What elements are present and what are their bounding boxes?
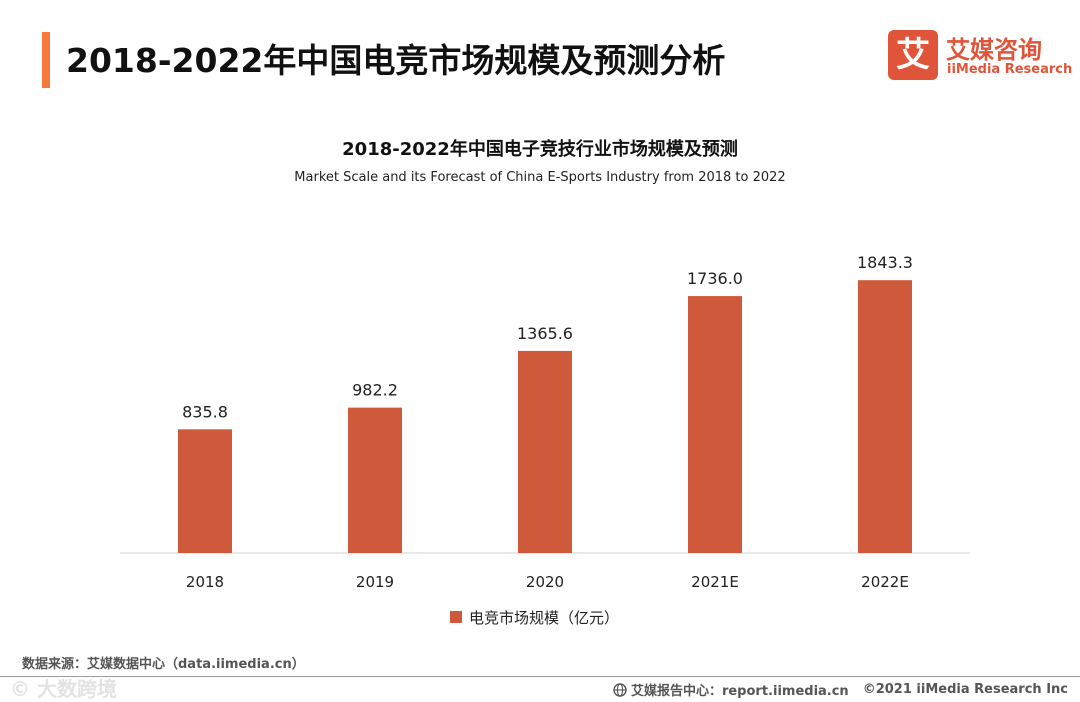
page-title: 2018-2022年中国电竞市场规模及预测分析 [66,41,726,80]
legend-label: 电竞市场规模（亿元） [469,608,620,627]
chart-legend: 电竞市场规模（亿元） [450,607,619,627]
footer-report-link[interactable]: 艾媒报告中心：report.iimedia.cn [630,684,849,699]
title-accent-bar [42,32,50,88]
x-tick-label-2020: 2020 [526,573,564,591]
bar-2018 [178,429,232,553]
globe-icon [613,682,627,697]
footer-divider [0,676,1080,677]
ai-logo-icon: 艾 [888,30,938,80]
footer: 艾媒报告中心：report.iimedia.cn ©2021 iiMedia R… [613,680,1068,699]
data-label-2018: 835.8 [182,402,228,421]
bar-2022E [858,280,912,553]
data-label-2022E: 1843.3 [857,253,913,272]
data-label-2020: 1365.6 [517,324,573,343]
footer-copyright: ©2021 iiMedia Research Inc [862,682,1068,697]
data-label-2021E: 1736.0 [687,269,743,288]
data-label-2019: 982.2 [352,381,398,400]
source-note: 数据来源：艾媒数据中心（data.iimedia.cn） [22,657,305,672]
chart-title: 2018-2022年中国电子竞技行业市场规模及预测 [342,139,738,160]
x-tick-label-2018: 2018 [186,573,224,591]
brand-logo: 艾 艾媒咨询 iiMedia Research [888,30,1073,82]
logo-name-en: iiMedia Research [947,62,1073,77]
bar-2020 [518,350,572,553]
bar-2021E [688,296,742,553]
legend-swatch [450,611,462,623]
bar-2019 [348,407,402,553]
chart-subtitle: Market Scale and its Forecast of China E… [294,170,786,185]
x-tick-label-2021E: 2021E [691,573,739,591]
logo-name-cn: 艾媒咨询 [946,36,1042,64]
watermark: © 大数跨境 [10,677,117,701]
x-tick-label-2022E: 2022E [861,573,909,591]
x-tick-label-2019: 2019 [356,573,394,591]
